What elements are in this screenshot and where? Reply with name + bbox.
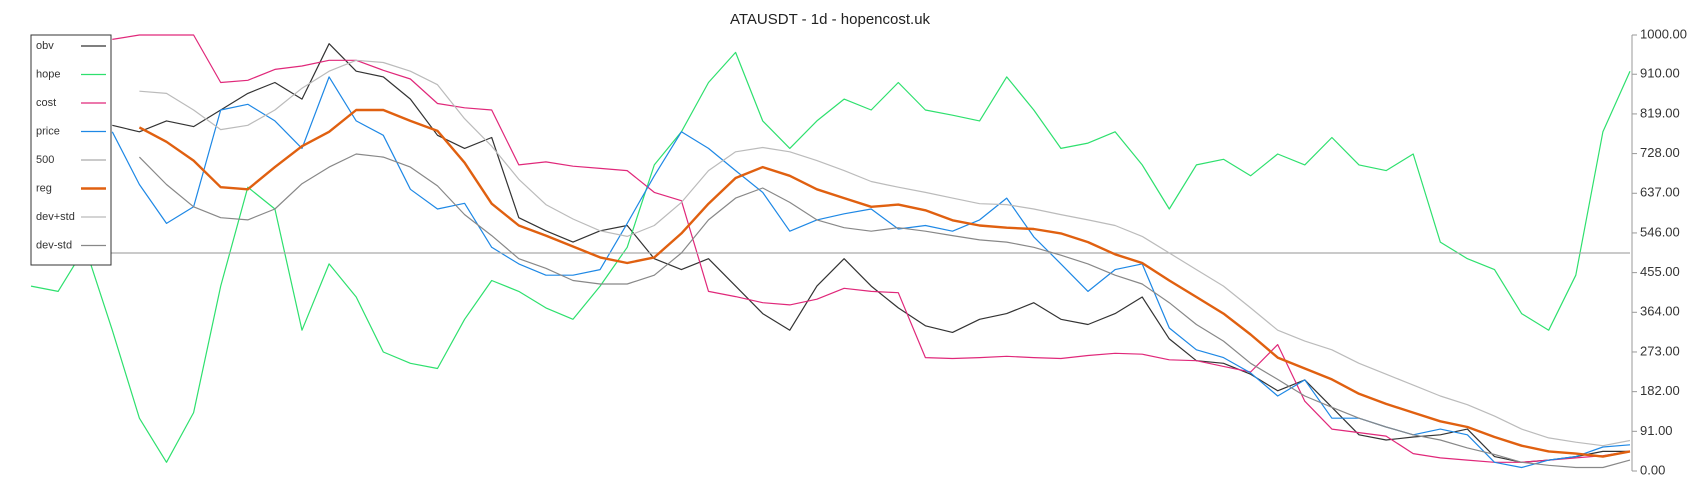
legend-label: price xyxy=(36,125,60,137)
y-tick-label: 182.00 xyxy=(1640,383,1680,398)
series-line xyxy=(112,43,1630,463)
y-tick-label: 1000.00 xyxy=(1640,26,1687,41)
series-line xyxy=(139,59,1631,447)
y-tick-label: 364.00 xyxy=(1640,304,1680,319)
y-tick-label: 546.00 xyxy=(1640,224,1680,239)
legend-label: dev-std xyxy=(36,239,72,251)
y-tick-label: 819.00 xyxy=(1640,105,1680,120)
legend-label: cost xyxy=(36,97,56,109)
legend-label: reg xyxy=(36,182,52,194)
y-tick-label: 637.00 xyxy=(1640,185,1680,200)
legend-box xyxy=(30,34,112,266)
series-line xyxy=(112,34,1631,463)
y-tick-label: 91.00 xyxy=(1640,423,1673,438)
legend-label: 500 xyxy=(36,154,54,166)
y-tick-label: 910.00 xyxy=(1640,66,1680,81)
legend-label: hope xyxy=(36,68,60,80)
y-tick-label: 455.00 xyxy=(1640,264,1680,279)
y-tick-label: 0.00 xyxy=(1640,462,1665,477)
legend-label: dev+std xyxy=(36,211,75,223)
y-tick-label: 728.00 xyxy=(1640,145,1680,160)
series-line xyxy=(30,51,1631,463)
legend-label: obv xyxy=(36,40,54,52)
series-line xyxy=(138,108,1631,458)
chart-title: ATAUSDT - 1d - hopencost.uk xyxy=(730,11,931,28)
series-line xyxy=(138,153,1631,469)
y-tick-label: 273.00 xyxy=(1640,343,1680,358)
